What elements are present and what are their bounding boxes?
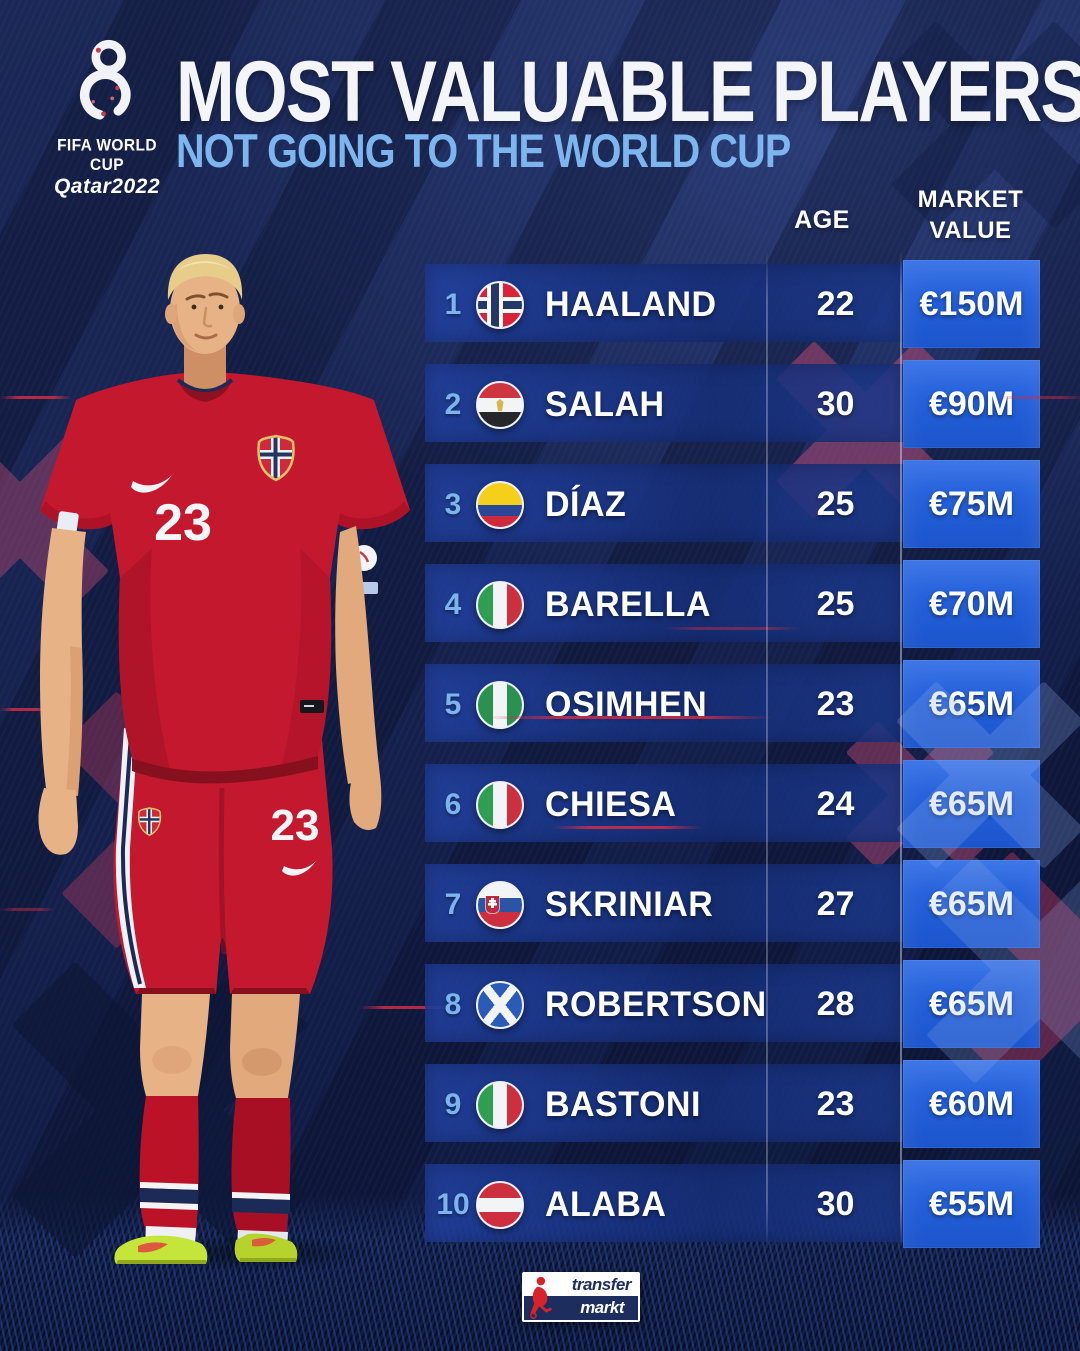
player-name: ALABA — [545, 1185, 667, 1225]
brand-transfer: transfer — [524, 1274, 638, 1296]
rank-label: 6 — [444, 788, 462, 821]
egypt-flag-icon — [476, 381, 524, 429]
player-age: 23 — [816, 685, 855, 723]
player-name: ROBERTSON — [545, 985, 767, 1025]
fifa-logo-year: Qatar2022 — [53, 175, 161, 198]
italy-flag-icon — [476, 781, 524, 829]
column-divider-market-value — [900, 250, 902, 1250]
column-header-market-value: MARKET VALUE — [917, 186, 1024, 244]
footballer-icon — [530, 1276, 552, 1319]
market-value: €75M — [928, 484, 1015, 523]
nigeria-flag-icon — [476, 681, 524, 729]
player-name: OSIMHEN — [545, 685, 708, 725]
shirt-number: 23 — [154, 494, 212, 552]
market-value-cell: €75M — [903, 460, 1040, 548]
rank-label: 3 — [444, 488, 462, 521]
rank-label: 10 — [436, 1188, 470, 1221]
world-cup-trophy-swirl-icon — [79, 39, 131, 121]
rank-label: 2 — [444, 388, 462, 421]
player-age: 23 — [816, 1085, 855, 1123]
italy-flag-icon — [476, 1081, 524, 1129]
slovakia-flag-icon — [476, 881, 524, 929]
market-value-cell: €70M — [903, 560, 1040, 648]
table-row: 9 BASTONI 23 €60M — [425, 1058, 1040, 1150]
market-value: €60M — [928, 1084, 1015, 1123]
rank-label: 1 — [444, 288, 462, 321]
red-streak — [0, 396, 72, 399]
italy-flag-icon — [476, 581, 524, 629]
player-name: CHIESA — [545, 785, 677, 825]
player-name: BASTONI — [545, 1085, 701, 1125]
rank-label: 7 — [444, 888, 462, 921]
x-mark-decoration — [895, 680, 1080, 870]
market-value-cell: €150M — [903, 260, 1040, 348]
page-subtitle: NOT GOING TO THE WORLD CUP — [176, 124, 791, 178]
rank-label: 4 — [444, 588, 462, 621]
table-row: 1 HAALAND 22 €150M — [425, 258, 1040, 350]
red-streak — [360, 1006, 455, 1009]
player-age: 22 — [816, 285, 855, 323]
column-header-age: AGE — [794, 206, 850, 234]
player-age: 30 — [816, 1185, 855, 1223]
player-photo: 23 23 — [38, 254, 410, 1264]
scotland-flag-icon — [476, 981, 524, 1029]
player-name: SKRINIAR — [545, 885, 714, 925]
player-age: 30 — [816, 385, 855, 423]
table-row: 3 DÍAZ 25 €75M — [425, 458, 1040, 550]
player-age: 28 — [816, 985, 855, 1023]
shorts-number: 23 — [271, 801, 320, 850]
transfermarkt-logo: transfer markt — [522, 1272, 640, 1322]
player-age: 27 — [816, 885, 855, 923]
player-age: 25 — [816, 585, 855, 623]
player-name: HAALAND — [545, 285, 717, 325]
table-row: 10 ALABA 30 €55M — [425, 1158, 1040, 1250]
rank-label: 5 — [444, 688, 462, 721]
red-streak — [488, 716, 773, 719]
table-row: 2 SALAH 30 €90M — [425, 358, 1040, 450]
red-streak — [1000, 396, 1080, 399]
austria-flag-icon — [476, 1181, 524, 1229]
market-value-cell: €55M — [903, 1160, 1040, 1248]
market-value: €70M — [928, 584, 1015, 623]
market-value: €55M — [928, 1184, 1015, 1223]
colombia-flag-icon — [476, 481, 524, 529]
x-mark-decoration — [925, 855, 1080, 1085]
norway-flag-icon — [476, 281, 524, 329]
table-row: 4 BARELLA 25 €70M — [425, 558, 1040, 650]
red-streak — [0, 908, 55, 911]
rank-label: 9 — [444, 1088, 462, 1121]
player-age: 25 — [816, 485, 855, 523]
red-streak — [552, 826, 702, 829]
player-age: 24 — [816, 785, 855, 823]
red-streak — [665, 627, 800, 630]
red-streak — [0, 708, 50, 711]
player-name: BARELLA — [545, 585, 711, 625]
fifa-wordmark: FIFA WORLD CUP — [57, 136, 157, 175]
player-name: SALAH — [545, 385, 665, 425]
market-value-cell: €90M — [903, 360, 1040, 448]
fifa-world-cup-logo: FIFA WORLD CUP Qatar2022 — [44, 34, 170, 199]
market-value: €150M — [919, 284, 1024, 323]
player-name: DÍAZ — [545, 485, 627, 525]
column-divider-age — [766, 250, 768, 1250]
market-value: €90M — [928, 384, 1015, 423]
page-title: MOST VALUABLE PLAYERS — [176, 43, 1080, 140]
rank-label: 8 — [444, 988, 462, 1021]
